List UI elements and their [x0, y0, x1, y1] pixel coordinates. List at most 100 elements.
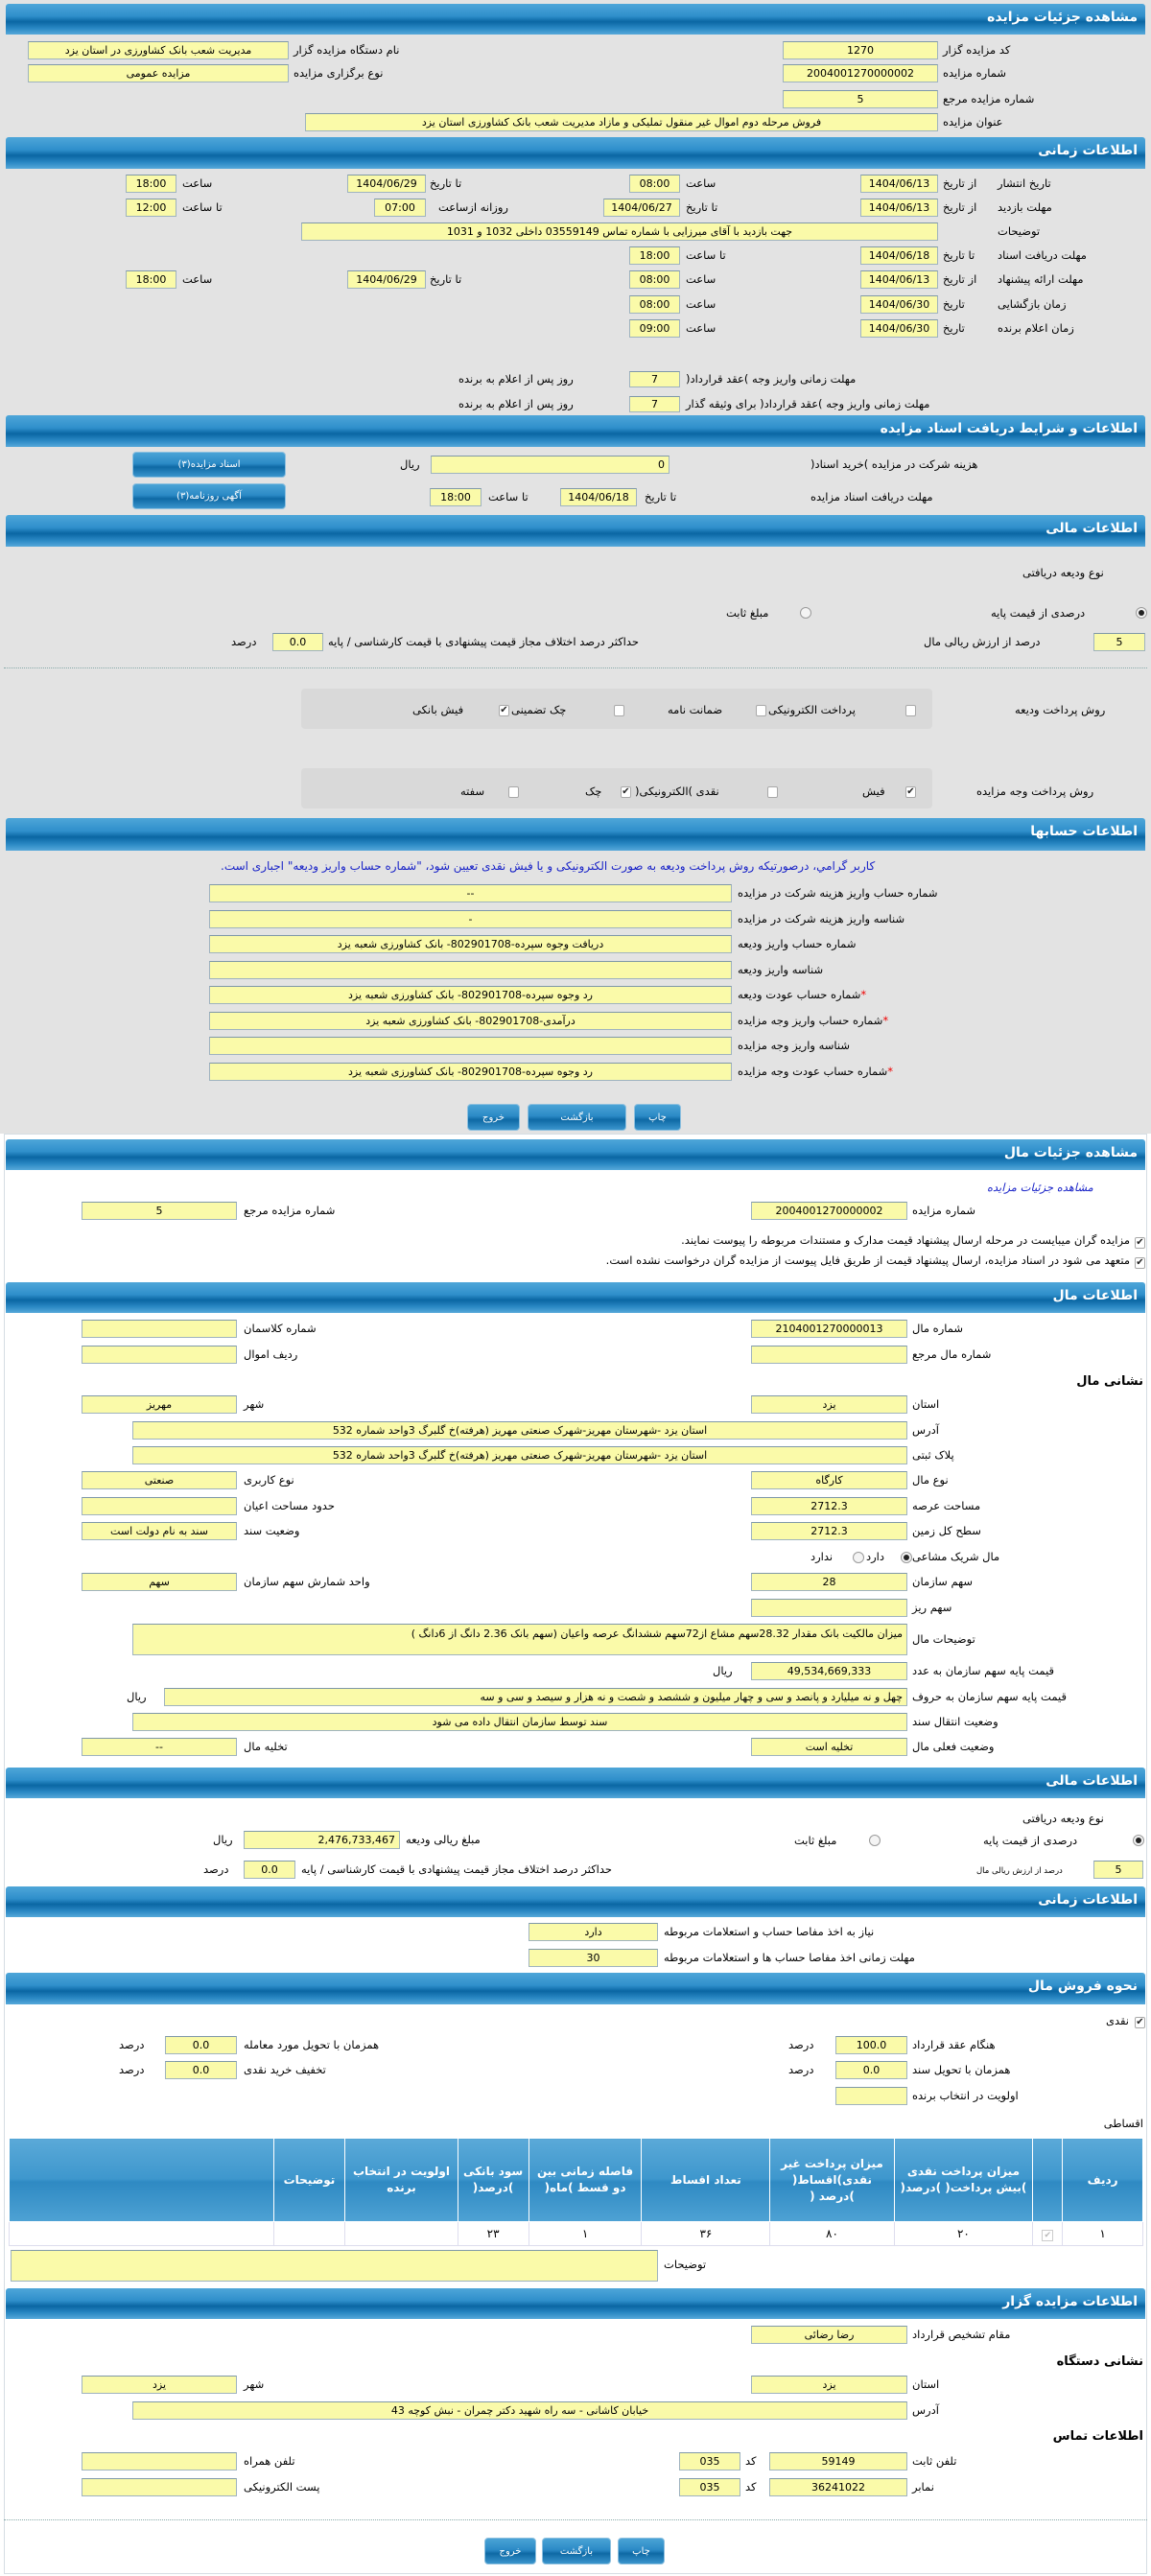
date-field[interactable]: 1404/06/18	[560, 488, 637, 506]
auction-number-field[interactable]: 2004001270000002	[783, 64, 938, 82]
org-code-field[interactable]: 1270	[783, 41, 938, 59]
percent-radio[interactable]	[1133, 1835, 1144, 1846]
ref-number-field[interactable]: 5	[82, 1202, 237, 1220]
deposit-method-checkbox[interactable]	[614, 705, 624, 716]
kind-field[interactable]: کارگاه	[751, 1471, 907, 1489]
phone-code-field[interactable]: 035	[679, 2452, 740, 2471]
payment-days-field[interactable]: 7	[629, 371, 680, 387]
auction-documents-button[interactable]: اسناد مزایده(۳)	[132, 452, 286, 478]
date-field[interactable]: 1404/06/29	[347, 175, 426, 193]
transfer-status-field[interactable]: سند توسط سازمان انتقال داده می شود	[132, 1713, 907, 1731]
fee-field[interactable]: 0	[431, 456, 669, 474]
clearance-days-field[interactable]: 30	[529, 1949, 658, 1967]
status-field[interactable]: تخلیه است	[751, 1738, 907, 1756]
time-field[interactable]: 18:00	[126, 270, 176, 289]
time-field[interactable]: 18:00	[629, 246, 680, 265]
account-field[interactable]	[209, 961, 732, 979]
time-field[interactable]: 08:00	[629, 295, 680, 314]
org-name-field[interactable]: مدیریت شعب بانک کشاورزی در استان یزد	[28, 41, 289, 59]
payment-method-checkbox[interactable]: ✔	[621, 786, 631, 798]
land-field[interactable]: 2712.3	[751, 1522, 907, 1540]
date-field[interactable]: 1404/06/13	[860, 270, 938, 289]
area-field[interactable]: 2712.3	[751, 1497, 907, 1515]
city-field[interactable]: یزد	[82, 2376, 237, 2394]
auction-type-field[interactable]: مزایده عمومی	[28, 64, 289, 82]
deposit-method-checkbox[interactable]	[905, 705, 916, 716]
deposit-amount-field[interactable]: 2,476,733,467	[244, 1831, 400, 1849]
province-field[interactable]: یزد	[751, 2376, 907, 2394]
mobile-field[interactable]	[82, 2452, 237, 2471]
account-field[interactable]: رد وجوه سپرده-802901708- بانک کشاورزی شع…	[209, 986, 732, 1004]
date-field[interactable]: 1404/06/13	[860, 175, 938, 193]
date-field[interactable]: 1404/06/30	[860, 295, 938, 314]
authority-field[interactable]: رضا رضائی	[751, 2326, 907, 2344]
price-field[interactable]: 49,534,669,333	[751, 1662, 907, 1680]
back-button[interactable]: بازگشت	[528, 1104, 626, 1131]
cash-discount-field[interactable]: 0.0	[165, 2061, 237, 2079]
address-field[interactable]: استان یزد -شهرستان مهریز-شهرک صنعتی مهری…	[132, 1421, 907, 1440]
back-button[interactable]: بازگشت	[542, 2538, 611, 2564]
deposit-percent-field[interactable]: 5	[1093, 1861, 1143, 1879]
attachments-required-checkbox[interactable]: ✔	[1135, 1237, 1145, 1249]
shared-no-radio[interactable]	[853, 1552, 864, 1563]
row-select-checkbox[interactable]: ✔	[1032, 2221, 1064, 2246]
share_unit-field[interactable]: سهم	[82, 1573, 237, 1591]
minor-field[interactable]	[751, 1599, 907, 1617]
address-field[interactable]: خیابان کاشانی - سه راه شهید دکتر چمران -…	[132, 2401, 907, 2420]
subject-field[interactable]: فروش مرحله دوم اموال غیر منقول تملیکی و …	[305, 113, 938, 131]
fixed-amount-radio[interactable]	[800, 607, 811, 619]
visit-description-field[interactable]: جهت بازدید با آقای میرزایی با شماره تماس…	[301, 222, 938, 241]
payment-method-checkbox[interactable]: ✔	[905, 786, 916, 798]
deed-field[interactable]: سند به نام دولت است	[82, 1522, 237, 1540]
email-field[interactable]	[82, 2478, 237, 2496]
date-field[interactable]: 1404/06/18	[860, 246, 938, 265]
evac-field[interactable]: --	[82, 1738, 237, 1756]
auction-number-field[interactable]: 2004001270000002	[751, 1202, 907, 1220]
deposit-method-checkbox[interactable]: ✔	[499, 705, 509, 716]
account-field[interactable]: --	[209, 884, 732, 902]
deposit-method-checkbox[interactable]	[756, 705, 766, 716]
plate-field[interactable]: استان یزد -شهرستان مهریز-شهرک صنعتی مهری…	[132, 1446, 907, 1464]
newspaper-ad-button[interactable]: آگهی روزنامه(۳)	[132, 483, 286, 509]
number-field[interactable]: 2104001270000013	[751, 1320, 907, 1338]
max-diff-field[interactable]: 0.0	[272, 633, 323, 651]
time-field[interactable]: 08:00	[629, 175, 680, 193]
row-field[interactable]	[82, 1346, 237, 1364]
exit-button[interactable]: خروج	[484, 2538, 536, 2564]
class-field[interactable]	[82, 1320, 237, 1338]
share-field[interactable]: 28	[751, 1573, 907, 1591]
date-field[interactable]: 1404/06/29	[347, 270, 426, 289]
deposit-percent-field[interactable]: 5	[1093, 633, 1145, 651]
time-field[interactable]: 08:00	[629, 270, 680, 289]
max-diff-field[interactable]: 0.0	[244, 1861, 295, 1879]
time-field[interactable]: 18:00	[126, 175, 176, 193]
item-description-field[interactable]: میزان مالکیت بانک مقدار 28.32سهم مشاع از…	[132, 1624, 907, 1655]
phone-field[interactable]: 59149	[769, 2452, 907, 2471]
fax-field[interactable]: 36241022	[769, 2478, 907, 2496]
account-field[interactable]: درآمدی-802901708- بانک کشاورزی شعبه یزد	[209, 1012, 732, 1030]
date-field[interactable]: 1404/06/27	[603, 199, 680, 217]
cash-checkbox[interactable]: ✔	[1135, 2017, 1145, 2028]
time-field[interactable]: 07:00	[374, 199, 426, 217]
exit-button[interactable]: خروج	[467, 1104, 520, 1131]
time-field[interactable]: 12:00	[126, 199, 176, 217]
date-field[interactable]: 1404/06/13	[860, 199, 938, 217]
no-file-offer-checkbox[interactable]: ✔	[1135, 1257, 1145, 1269]
clearance-field[interactable]: دارد	[529, 1923, 658, 1941]
priority-field[interactable]	[835, 2087, 907, 2105]
city-field[interactable]: مهریز	[82, 1395, 237, 1414]
contract-percent-field[interactable]: 100.0	[835, 2036, 907, 2054]
date-field[interactable]: 1404/06/30	[860, 319, 938, 338]
fax-code-field[interactable]: 035	[679, 2478, 740, 2496]
percent-radio[interactable]	[1136, 607, 1147, 619]
ref-field[interactable]	[751, 1346, 907, 1364]
delivery-item-percent-field[interactable]: 0.0	[165, 2036, 237, 2054]
payment-method-checkbox[interactable]	[508, 786, 519, 798]
time-field[interactable]: 18:00	[430, 488, 482, 506]
print-button[interactable]: چاپ	[618, 2538, 665, 2564]
account-field[interactable]: دریافت وجوه سپرده-802901708- بانک کشاورز…	[209, 935, 732, 953]
notes-field[interactable]	[11, 2250, 658, 2282]
ref-number-field[interactable]: 5	[783, 90, 938, 108]
account-field[interactable]: -	[209, 910, 732, 928]
payment-method-checkbox[interactable]	[767, 786, 778, 798]
